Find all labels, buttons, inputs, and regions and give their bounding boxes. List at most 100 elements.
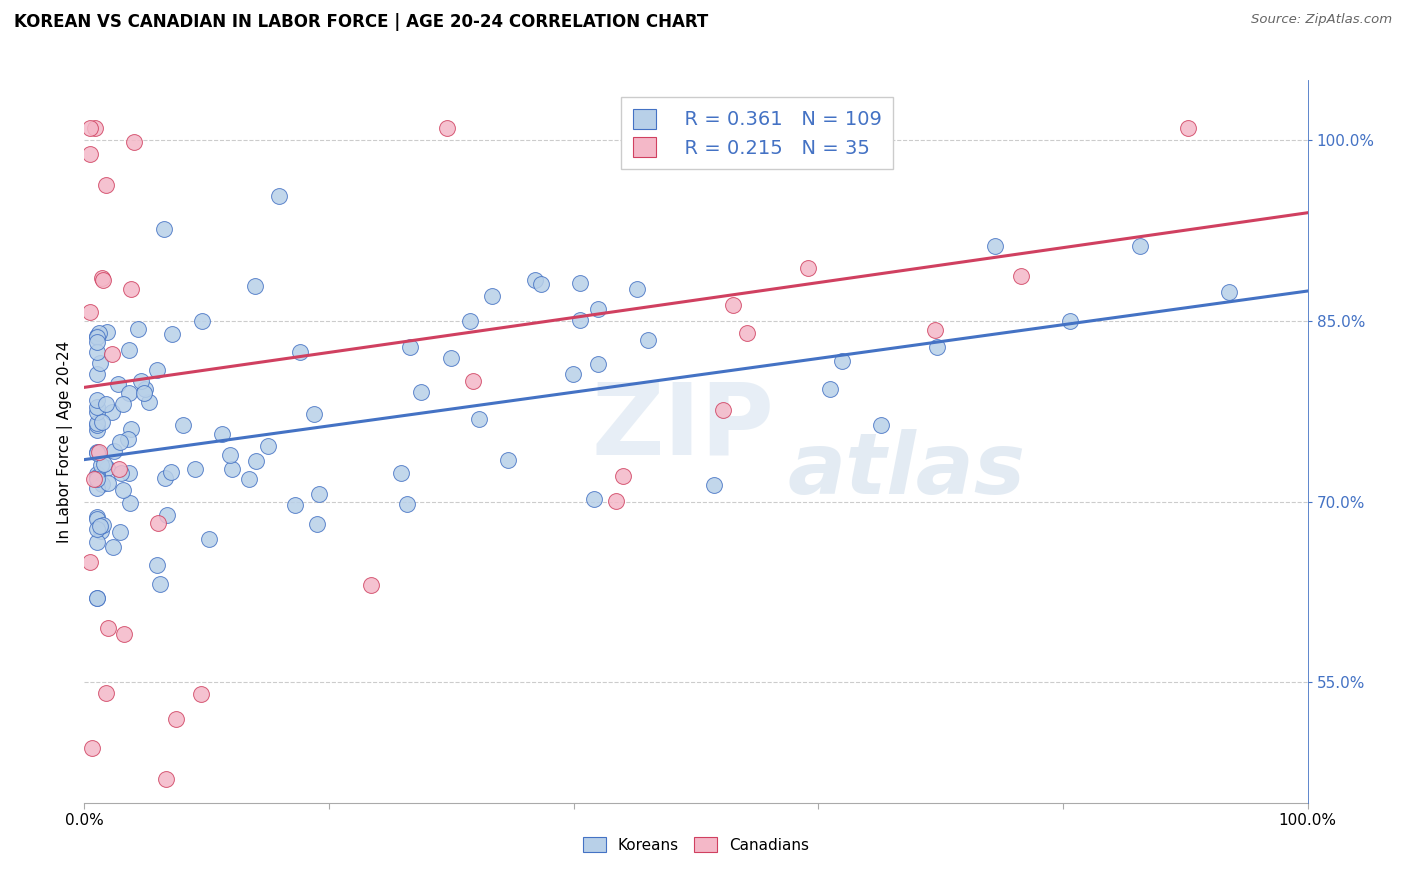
Text: atlas: atlas [787, 429, 1026, 512]
Koreans [86, 481, 108, 495]
Canadians [91, 273, 114, 287]
Koreans [90, 458, 112, 473]
Koreans [112, 483, 135, 497]
Canadians [101, 347, 124, 361]
Canadians [723, 298, 745, 312]
Koreans [288, 345, 311, 359]
Koreans [97, 475, 120, 490]
Canadians [924, 323, 946, 337]
Koreans [586, 301, 609, 316]
Koreans [562, 367, 585, 381]
Koreans [586, 357, 609, 371]
Koreans [582, 491, 605, 506]
Koreans [134, 386, 156, 401]
Koreans [703, 478, 725, 492]
Koreans [86, 344, 108, 359]
Koreans [94, 397, 117, 411]
Canadians [80, 741, 103, 756]
Koreans [86, 404, 108, 418]
Koreans [103, 444, 125, 458]
Koreans [86, 510, 108, 524]
Koreans [89, 356, 111, 370]
Koreans [440, 351, 463, 365]
Koreans [91, 416, 114, 430]
Canadians [83, 121, 105, 136]
Koreans [93, 458, 115, 472]
Koreans [146, 363, 169, 377]
Canadians [605, 493, 627, 508]
Koreans [152, 221, 174, 235]
Koreans [86, 392, 108, 407]
Canadians [190, 688, 212, 702]
Koreans [86, 423, 108, 437]
Koreans [107, 376, 129, 391]
Koreans [120, 496, 142, 510]
Koreans [86, 418, 108, 433]
Koreans [211, 426, 233, 441]
Canadians [79, 555, 101, 569]
Koreans [155, 471, 177, 485]
Koreans [523, 273, 546, 287]
Koreans [172, 418, 194, 433]
Koreans [156, 508, 179, 523]
Koreans [569, 313, 592, 327]
Canadians [737, 326, 759, 341]
Text: ZIP: ZIP [592, 378, 775, 475]
Canadians [1177, 121, 1199, 136]
Koreans [238, 472, 260, 486]
Canadians [91, 271, 114, 285]
Koreans [108, 525, 131, 540]
Canadians [94, 686, 117, 700]
Koreans [110, 466, 132, 480]
Koreans [86, 469, 108, 483]
Koreans [86, 522, 108, 536]
Koreans [267, 189, 290, 203]
Koreans [831, 353, 853, 368]
Text: KOREAN VS CANADIAN IN LABOR FORCE | AGE 20-24 CORRELATION CHART: KOREAN VS CANADIAN IN LABOR FORCE | AGE … [14, 13, 709, 31]
Koreans [481, 288, 503, 302]
Koreans [86, 329, 108, 343]
Koreans [530, 277, 553, 291]
Canadians [797, 261, 820, 276]
Canadians [120, 282, 142, 296]
Canadians [1010, 268, 1032, 283]
Text: Source: ZipAtlas.com: Source: ZipAtlas.com [1251, 13, 1392, 27]
Koreans [96, 461, 118, 475]
Koreans [284, 498, 307, 512]
Koreans [86, 512, 108, 526]
Koreans [308, 487, 330, 501]
Koreans [127, 322, 149, 336]
Koreans [86, 591, 108, 606]
Koreans [118, 385, 141, 400]
Koreans [118, 467, 141, 481]
Koreans [86, 416, 108, 430]
Canadians [79, 121, 101, 136]
Koreans [396, 497, 419, 511]
Koreans [398, 340, 420, 354]
Koreans [129, 374, 152, 388]
Canadians [108, 462, 131, 476]
Canadians [463, 375, 485, 389]
Koreans [245, 279, 267, 293]
Koreans [86, 330, 108, 344]
Koreans [118, 343, 141, 357]
Koreans [86, 445, 108, 459]
Legend: Koreans, Canadians: Koreans, Canadians [575, 829, 817, 860]
Koreans [86, 367, 108, 381]
Koreans [626, 282, 648, 296]
Koreans [101, 540, 124, 554]
Koreans [221, 462, 243, 476]
Koreans [983, 239, 1005, 253]
Canadians [146, 516, 169, 530]
Canadians [711, 403, 734, 417]
Koreans [568, 276, 591, 290]
Koreans [1059, 314, 1081, 328]
Koreans [117, 432, 139, 446]
Canadians [97, 621, 120, 635]
Koreans [86, 472, 108, 486]
Koreans [145, 558, 167, 572]
Koreans [91, 477, 114, 491]
Canadians [79, 146, 101, 161]
Koreans [160, 327, 183, 342]
Canadians [770, 121, 793, 136]
